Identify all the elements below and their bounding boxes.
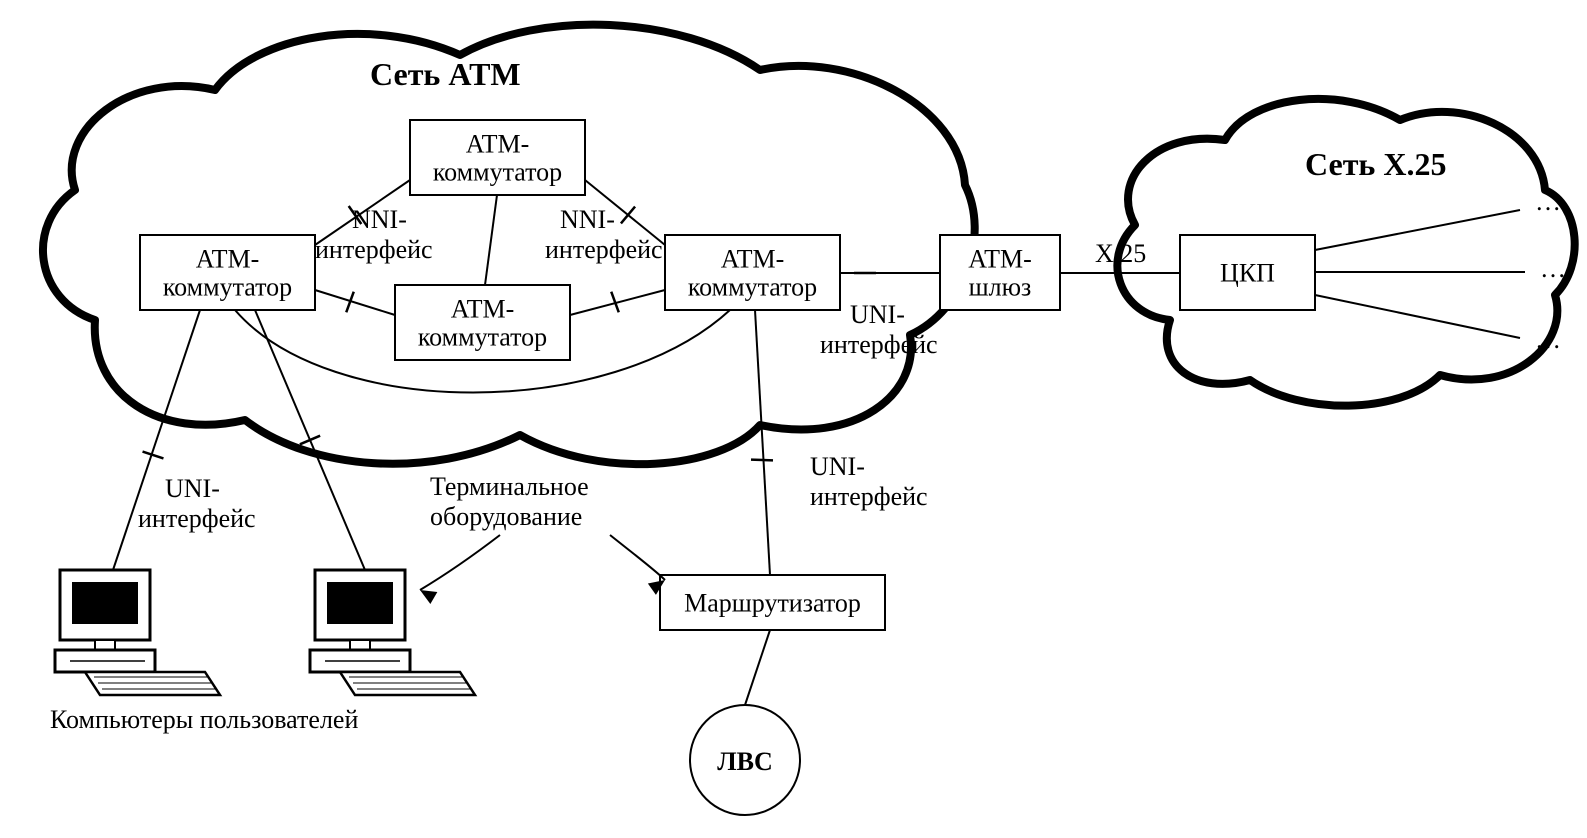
sw-right-label-1: коммутатор	[688, 273, 817, 302]
edge-ckp-out3	[1315, 295, 1520, 338]
free-label-11: Терминальное	[430, 472, 589, 501]
interface-tick	[300, 436, 320, 445]
free-label-12: оборудование	[430, 502, 582, 531]
free-label-2: NNI-	[560, 205, 615, 234]
free-label-1: интерфейс	[315, 235, 433, 264]
pc1	[55, 570, 220, 695]
free-label-5: интерфейс	[820, 330, 938, 359]
edge-ckp-out1	[1315, 210, 1520, 250]
free-label-6: UNI-	[810, 452, 865, 481]
sw-mid-label-0: ATM-	[451, 295, 515, 324]
pc2	[310, 570, 475, 695]
atm-cloud-title: Сеть ATM	[370, 56, 521, 92]
gateway-label-0: ATM-	[968, 245, 1032, 274]
edge-sw-top-sw-mid	[485, 195, 497, 285]
free-label-10: X.25	[1095, 239, 1146, 268]
edge-sw-right-router	[755, 310, 770, 575]
gateway-label-1: шлюз	[969, 273, 1032, 302]
sw-top-label-0: ATM-	[466, 130, 530, 159]
edge-router-lan	[745, 630, 770, 705]
sw-left-label-1: коммутатор	[163, 273, 292, 302]
interface-tick	[751, 460, 773, 461]
free-label-14: …	[1535, 187, 1561, 216]
free-label-9: интерфейс	[138, 504, 256, 533]
sw-left-label-0: ATM-	[196, 245, 260, 274]
ckp-label-0: ЦКП	[1220, 259, 1275, 288]
free-label-13: Компьютеры пользователей	[50, 705, 358, 734]
lan-label: ЛВС	[717, 747, 773, 776]
sw-top-label-1: коммутатор	[433, 158, 562, 187]
annotation-arrow-0	[420, 535, 500, 590]
router-label-0: Маршрутизатор	[684, 589, 861, 618]
interface-tick	[621, 207, 635, 224]
free-label-16: …	[1535, 325, 1561, 354]
free-label-0: NNI-	[352, 205, 407, 234]
free-label-7: интерфейс	[810, 482, 928, 511]
x25-cloud-title: Сеть X.25	[1305, 146, 1446, 182]
free-label-4: UNI-	[850, 300, 905, 329]
sw-right-label-0: ATM-	[721, 245, 785, 274]
free-label-3: интерфейс	[545, 235, 663, 264]
free-label-15: …	[1540, 254, 1566, 283]
annotation-arrow-1	[610, 535, 665, 580]
sw-mid-label-1: коммутатор	[418, 323, 547, 352]
free-label-8: UNI-	[165, 474, 220, 503]
edge-sw-left-sw-mid	[315, 290, 395, 315]
